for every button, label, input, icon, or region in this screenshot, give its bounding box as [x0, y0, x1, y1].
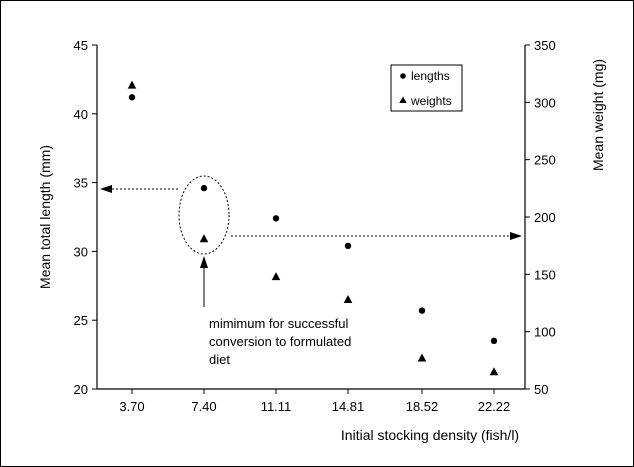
- lengths-point: [344, 242, 352, 250]
- left-tick-label: 25: [74, 313, 88, 328]
- left-tick-label: 30: [74, 244, 88, 259]
- right-tick-label: 200: [534, 210, 556, 225]
- left-tick-label: 20: [74, 382, 88, 397]
- weights-point: [271, 272, 281, 281]
- left-tick-label: 35: [74, 176, 88, 191]
- annotation-line-2: conversion to formulated: [209, 334, 351, 349]
- lengths-point: [490, 337, 498, 345]
- x-axis-label: Initial stocking density (fish/l): [341, 427, 519, 443]
- lengths-point: [200, 184, 208, 192]
- x-tick-label: 11.11: [261, 399, 292, 414]
- left-tick-label: 40: [74, 107, 88, 122]
- x-tick-label: 3.70: [119, 399, 144, 414]
- lengths-point: [272, 215, 280, 222]
- x-tick-label: 18.52: [406, 399, 439, 414]
- right-axis-ticks: 50 100 150 200 250 300 350: [525, 38, 556, 397]
- right-tick-label: 250: [534, 153, 556, 168]
- legend-circle-marker: [400, 73, 406, 79]
- highlight-ellipse: [178, 175, 230, 255]
- weights-point: [199, 234, 209, 243]
- annotation-line-1: mimimum for successful: [209, 316, 349, 331]
- legend-weights-label: weights: [410, 94, 452, 108]
- arrow-to-left-axis-head: [100, 185, 112, 193]
- y-axis-right-label: Mean weight (mg): [590, 59, 606, 171]
- weights-point: [489, 367, 499, 376]
- y-axis-left-label: Mean total length (mm): [37, 145, 53, 289]
- right-tick-label: 50: [534, 382, 548, 397]
- legend-triangle-marker: [399, 96, 407, 103]
- right-tick-label: 100: [534, 325, 556, 340]
- x-tick-label: 22.22: [478, 399, 511, 414]
- left-tick-label: 45: [74, 38, 88, 53]
- weights-point: [417, 353, 427, 362]
- legend: lengths weights: [390, 64, 463, 112]
- x-tick-label: 14.81: [332, 399, 365, 414]
- x-tick-label: 7.40: [191, 399, 216, 414]
- right-tick-label: 300: [534, 95, 556, 110]
- lengths-point: [128, 94, 136, 101]
- legend-box: [390, 64, 463, 112]
- lengths-point: [418, 307, 426, 314]
- left-axis-ticks: 20 25 30 35 40 45: [74, 38, 97, 397]
- right-tick-label: 350: [534, 38, 556, 53]
- legend-lengths-label: lengths: [411, 69, 450, 83]
- x-axis-ticks: 3.70 7.40 11.11 14.81 18.52 22.22: [119, 389, 510, 414]
- right-tick-label: 150: [534, 267, 556, 282]
- weights-point: [127, 80, 137, 89]
- arrow-to-right-axis-head: [510, 232, 522, 240]
- annotation-pointer-head: [200, 256, 208, 268]
- data-points: [127, 80, 499, 376]
- annotation-line-3: diet: [209, 352, 230, 367]
- weights-point: [343, 295, 353, 304]
